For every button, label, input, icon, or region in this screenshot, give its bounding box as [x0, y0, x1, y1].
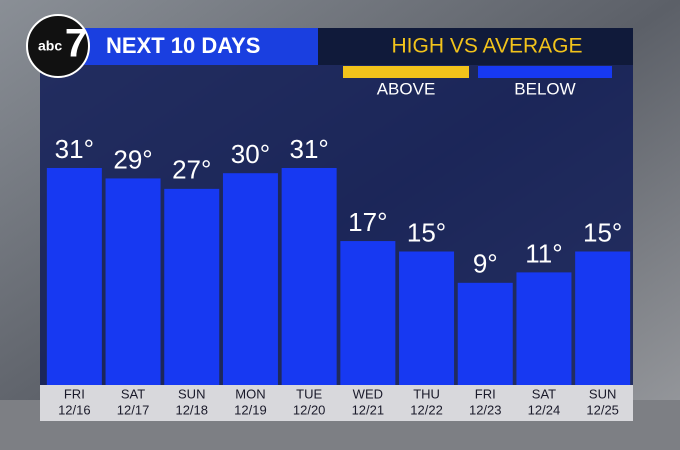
- value-label: 11°: [525, 238, 562, 268]
- x-tick-label: TUE: [296, 386, 322, 401]
- x-tick-date: 12/16: [58, 402, 91, 417]
- x-tick-date: 12/21: [352, 402, 385, 417]
- title-bar: [70, 28, 318, 65]
- logo: [26, 14, 90, 78]
- chart-title: NEXT 10 DAYS: [106, 33, 260, 58]
- x-tick-date: 12/23: [469, 402, 502, 417]
- legend-title: HIGH VS AVERAGE: [392, 35, 583, 58]
- value-label: 15°: [583, 217, 622, 247]
- x-tick-label: SAT: [532, 386, 556, 401]
- legend-swatch: [478, 66, 612, 78]
- bar: [164, 188, 220, 385]
- bar: [281, 167, 337, 385]
- legend-label: ABOVE: [377, 79, 436, 98]
- value-label: 15°: [407, 217, 446, 247]
- x-tick-label: SUN: [178, 386, 205, 401]
- value-label: 30°: [231, 139, 270, 169]
- x-tick-date: 12/19: [234, 402, 267, 417]
- x-tick-date: 12/18: [175, 402, 208, 417]
- x-tick-label: SUN: [589, 386, 616, 401]
- value-label: 31°: [289, 134, 328, 164]
- value-label: 29°: [113, 144, 152, 174]
- x-tick-date: 12/22: [410, 402, 443, 417]
- bar: [340, 241, 396, 385]
- bar: [575, 251, 631, 385]
- x-tick-date: 12/24: [528, 402, 561, 417]
- value-label: 27°: [172, 155, 211, 185]
- bar: [399, 251, 455, 385]
- value-label: 9°: [473, 249, 498, 279]
- bar: [516, 272, 572, 385]
- logo-channel: 7: [65, 22, 87, 66]
- bar: [46, 167, 102, 385]
- logo-brand: abc: [38, 38, 62, 54]
- x-tick-label: MON: [235, 386, 265, 401]
- legend-bar: [318, 28, 633, 65]
- x-tick-date: 12/20: [293, 402, 326, 417]
- x-tick-label: FRI: [64, 386, 85, 401]
- x-tick-date: 12/17: [117, 402, 150, 417]
- bar: [457, 282, 513, 385]
- category-strip: [40, 385, 633, 421]
- x-tick-label: FRI: [475, 386, 496, 401]
- legend-swatch: [343, 66, 469, 78]
- legend-label: BELOW: [514, 79, 575, 98]
- value-label: 17°: [348, 207, 387, 237]
- x-tick-date: 12/25: [586, 402, 619, 417]
- x-tick-label: WED: [353, 386, 383, 401]
- x-tick-label: SAT: [121, 386, 145, 401]
- bar: [105, 178, 161, 385]
- bar: [222, 173, 278, 385]
- x-tick-label: THU: [413, 386, 440, 401]
- value-label: 31°: [55, 134, 94, 164]
